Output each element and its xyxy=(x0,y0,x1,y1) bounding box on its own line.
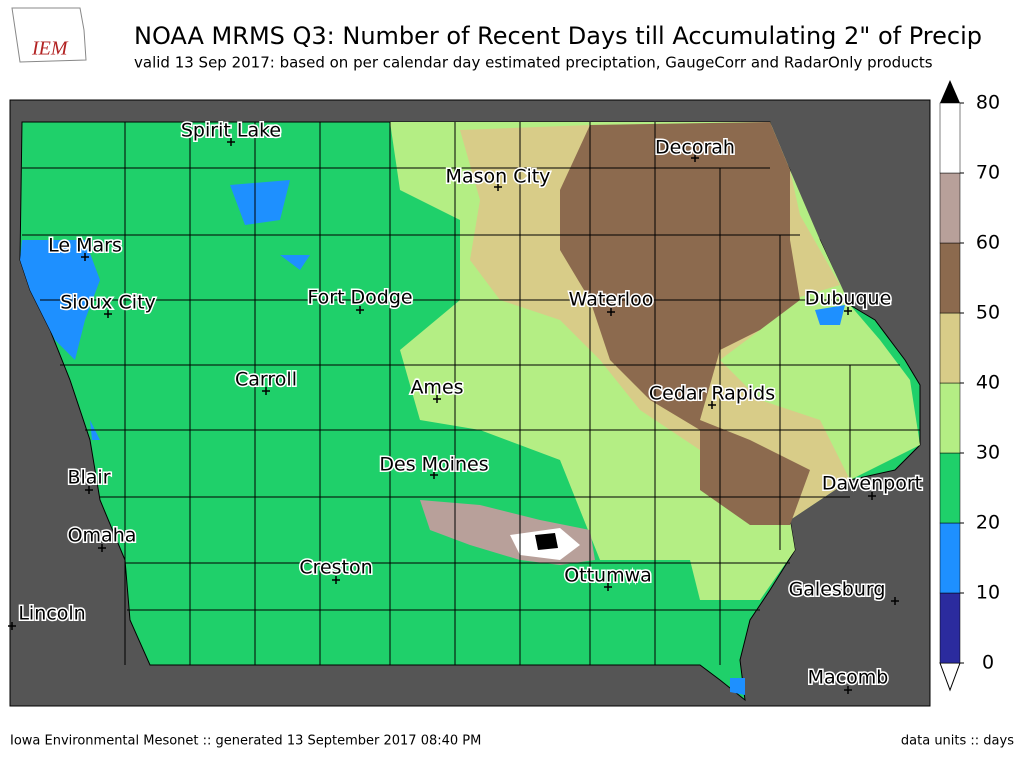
city-marker xyxy=(332,576,340,584)
title: NOAA MRMS Q3: Number of Recent Days till… xyxy=(134,22,982,50)
city-marker xyxy=(604,583,612,591)
colorbar-segment xyxy=(939,102,961,174)
city-label: Decorah xyxy=(655,137,735,159)
footer-right: data units :: days xyxy=(901,734,1014,749)
city-label: Des Moines xyxy=(379,454,488,476)
city-marker xyxy=(708,401,716,409)
city-label: Cedar Rapids xyxy=(649,383,775,405)
city-marker xyxy=(104,310,112,318)
colorbar-segment xyxy=(939,452,961,524)
colorbar-tick-label: 70 xyxy=(976,162,1000,184)
city-label: Waterloo xyxy=(569,289,654,311)
logo: IEM xyxy=(31,38,69,60)
city-marker xyxy=(691,154,699,162)
region-over-80 xyxy=(535,533,558,550)
colorbar-tick-label: 40 xyxy=(976,372,1000,394)
city-marker xyxy=(844,307,852,315)
city-marker xyxy=(891,597,899,605)
city-label: Sioux City xyxy=(60,292,156,314)
city-label: Dubuque xyxy=(805,288,892,310)
city-label: Creston xyxy=(299,557,372,579)
city-label: Carroll xyxy=(235,369,297,391)
city-label: Macomb xyxy=(808,667,889,689)
city-labels: Spirit Lake Decorah Mason City Le Mars Sioux… xyxy=(8,118,924,694)
city-marker xyxy=(227,138,235,146)
subtitle: valid 13 Sep 2017: based on per calendar… xyxy=(134,54,933,72)
city-label: Spirit Lake xyxy=(181,120,281,142)
colorbar-segment xyxy=(939,312,961,384)
city-marker xyxy=(607,308,615,316)
colorbar-tick-label: 30 xyxy=(976,442,1000,464)
colorbar-tick-label: 50 xyxy=(976,302,1000,324)
city-label: Galesburg xyxy=(789,579,886,601)
colorbar-segment xyxy=(939,592,961,664)
city-label: Ottumwa xyxy=(564,565,652,587)
logo-outline xyxy=(11,7,87,63)
city-label: Mason City xyxy=(446,166,551,188)
footer-left: Iowa Environmental Mesonet :: generated … xyxy=(10,734,481,749)
city-marker xyxy=(356,306,364,314)
colorbar-over-arrow xyxy=(940,80,960,103)
city-marker xyxy=(8,622,16,630)
colorbar-tick-label: 20 xyxy=(976,512,1000,534)
city-label: Fort Dodge xyxy=(307,287,412,309)
city-marker xyxy=(494,183,502,191)
colorbar-segment xyxy=(939,382,961,454)
city-marker xyxy=(430,471,438,479)
city-marker xyxy=(98,544,106,552)
city-marker xyxy=(868,492,876,500)
colorbar: 0 10 20 30 40 50 60 70 80 xyxy=(939,80,1000,692)
colorbar-segment xyxy=(939,172,961,244)
city-label: Lincoln xyxy=(18,603,85,625)
city-marker xyxy=(85,486,93,494)
city-marker xyxy=(81,253,89,261)
city-label: Blair xyxy=(67,467,110,489)
colorbar-tick-label: 60 xyxy=(976,232,1000,254)
region-50-60 xyxy=(560,122,810,525)
city-label: Le Mars xyxy=(48,235,122,257)
map xyxy=(9,99,931,707)
city-label: Omaha xyxy=(68,525,137,547)
city-marker xyxy=(433,395,441,403)
county-lines xyxy=(22,122,920,665)
colorbar-tick-label: 0 xyxy=(982,652,994,674)
colorbar-tick-label: 80 xyxy=(976,92,1000,114)
colorbar-segment xyxy=(939,522,961,594)
city-label: Ames xyxy=(410,377,463,399)
colorbar-tick-label: 10 xyxy=(976,582,1000,604)
colorbar-segment xyxy=(939,242,961,314)
city-marker xyxy=(844,686,852,694)
city-marker xyxy=(262,387,270,395)
city-label: Davenport xyxy=(822,473,922,495)
